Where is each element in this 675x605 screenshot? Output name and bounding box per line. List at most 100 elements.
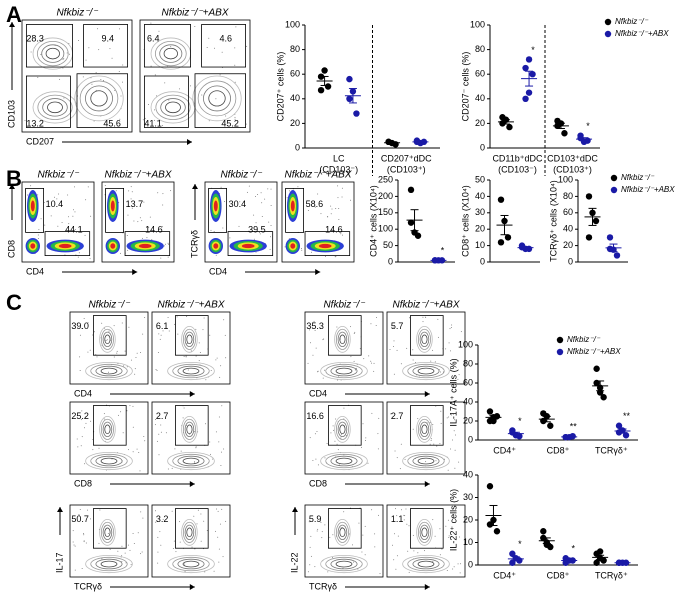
data-point: [486, 483, 494, 490]
data-point: [547, 422, 554, 429]
y-tick-label: 40: [475, 93, 485, 103]
event-dot: [197, 509, 199, 511]
event-dot: [425, 316, 427, 318]
event-dot: [40, 54, 42, 56]
event-dot: [217, 536, 219, 538]
event-dot: [154, 109, 156, 111]
event-dot: [119, 28, 121, 30]
event-dot: [83, 541, 85, 543]
contour: [320, 554, 368, 574]
event-dot: [167, 468, 169, 470]
y-tick-label: 150: [378, 207, 393, 217]
event-dot: [193, 515, 195, 517]
significance: *: [586, 121, 590, 131]
event-dot: [310, 555, 312, 557]
event-dot: [156, 440, 158, 442]
event-dot: [99, 509, 101, 511]
gate: [194, 73, 246, 128]
event-dot: [460, 331, 462, 333]
event-dot: [216, 508, 218, 510]
event-dot: [453, 430, 455, 432]
event-dot: [206, 47, 208, 49]
event-dot: [430, 360, 432, 362]
y-axis-title: CD207⁺ cells (%): [275, 52, 285, 122]
event-dot: [37, 234, 39, 236]
data-point: [509, 429, 516, 436]
event-dot: [164, 412, 166, 414]
contour: [186, 527, 193, 538]
gate: [76, 73, 128, 128]
event-dot: [445, 348, 447, 350]
event-dot: [439, 528, 441, 530]
gate-percent: 5.9: [309, 514, 322, 524]
event-dot: [193, 431, 195, 433]
event-dot: [261, 215, 263, 217]
contour: [47, 101, 63, 114]
gate-percent: 41.1: [144, 119, 162, 129]
event-dot: [196, 523, 198, 525]
event-dot: [127, 544, 129, 546]
data-point: [600, 394, 607, 401]
plot-title: Nfkbiz⁻/⁻+ABX: [285, 170, 352, 181]
event-dot: [162, 226, 164, 228]
event-dot: [157, 536, 159, 538]
event-dot: [105, 339, 107, 341]
data-point: [596, 389, 604, 396]
contour: [421, 424, 428, 435]
event-dot: [314, 330, 316, 332]
event-dot: [180, 450, 182, 452]
flow-plot-frame: [386, 504, 466, 578]
event-dot: [84, 463, 86, 465]
event-dot: [108, 330, 110, 332]
event-dot: [85, 199, 87, 201]
contour: [42, 98, 68, 117]
contour: [419, 331, 430, 348]
y-axis-title: CD207⁻ cells (%): [460, 52, 470, 122]
density-blob: [290, 200, 295, 212]
event-dot: [158, 454, 160, 456]
event-dot: [132, 533, 134, 535]
x-axis-label: CD207: [26, 136, 54, 146]
data-point: [407, 219, 415, 226]
density-blob: [318, 243, 332, 249]
gate: [25, 24, 74, 68]
event-dot: [408, 571, 410, 573]
event-dot: [120, 411, 122, 413]
x-axis-label: TCRγδ: [309, 581, 337, 591]
data-point: [529, 71, 536, 78]
event-dot: [184, 571, 186, 573]
event-dot: [215, 254, 217, 256]
contour: [407, 363, 445, 379]
contour: [402, 451, 450, 471]
event-dot: [316, 530, 318, 532]
event-dot: [124, 552, 126, 554]
data-point: [596, 548, 604, 555]
event-dot: [389, 348, 391, 350]
density-blob: [110, 200, 115, 212]
event-dot: [81, 410, 83, 412]
data-point: [613, 252, 621, 259]
event-dot: [81, 327, 83, 329]
event-dot: [454, 434, 456, 436]
event-dot: [168, 243, 170, 245]
event-dot: [117, 550, 119, 552]
data-point: [525, 89, 533, 96]
event-dot: [173, 540, 175, 542]
event-dot: [160, 544, 162, 546]
panel-letter: C: [6, 290, 22, 315]
gate: [44, 231, 91, 257]
event-dot: [338, 208, 340, 210]
plot-title: Nfkbiz⁻/⁻+ABX: [393, 300, 460, 311]
event-dot: [184, 563, 186, 565]
event-dot: [158, 333, 160, 335]
y-tick-label: 80: [290, 44, 300, 54]
plot-title: Nfkbiz⁻/⁻: [220, 170, 262, 181]
event-dot: [377, 433, 379, 435]
density-blob: [213, 200, 218, 212]
event-dot: [253, 214, 255, 216]
gate-percent: 39.0: [71, 321, 89, 331]
contour: [335, 418, 349, 440]
data-point: [584, 137, 591, 144]
event-dot: [405, 508, 407, 510]
event-dot: [324, 369, 326, 371]
